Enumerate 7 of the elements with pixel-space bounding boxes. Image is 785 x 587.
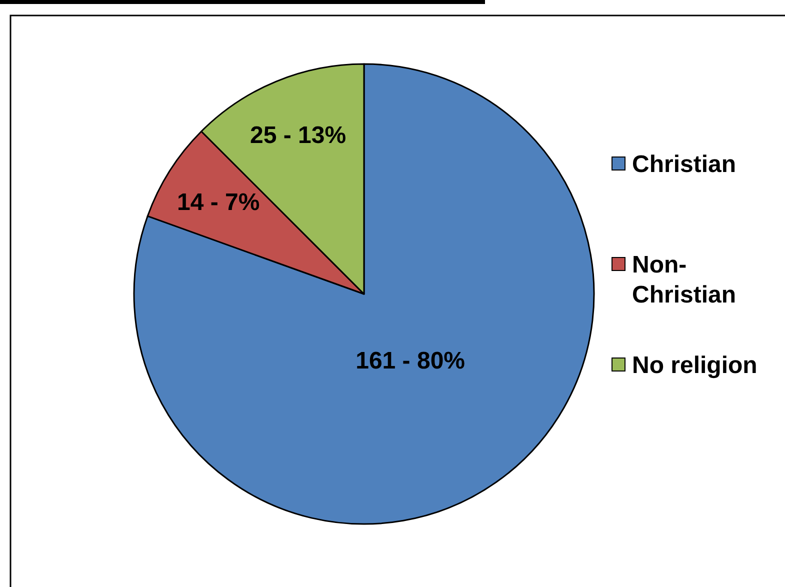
data-label: 161 - 80% [356, 347, 465, 374]
data-label: 14 - 7% [176, 188, 260, 216]
data-label: 25 - 13% [250, 122, 346, 150]
pie-slice [133, 63, 595, 525]
legend-label: Christian [632, 151, 736, 178]
legend-label: No religion [632, 352, 758, 379]
legend-label: Non-Christian [632, 252, 736, 308]
